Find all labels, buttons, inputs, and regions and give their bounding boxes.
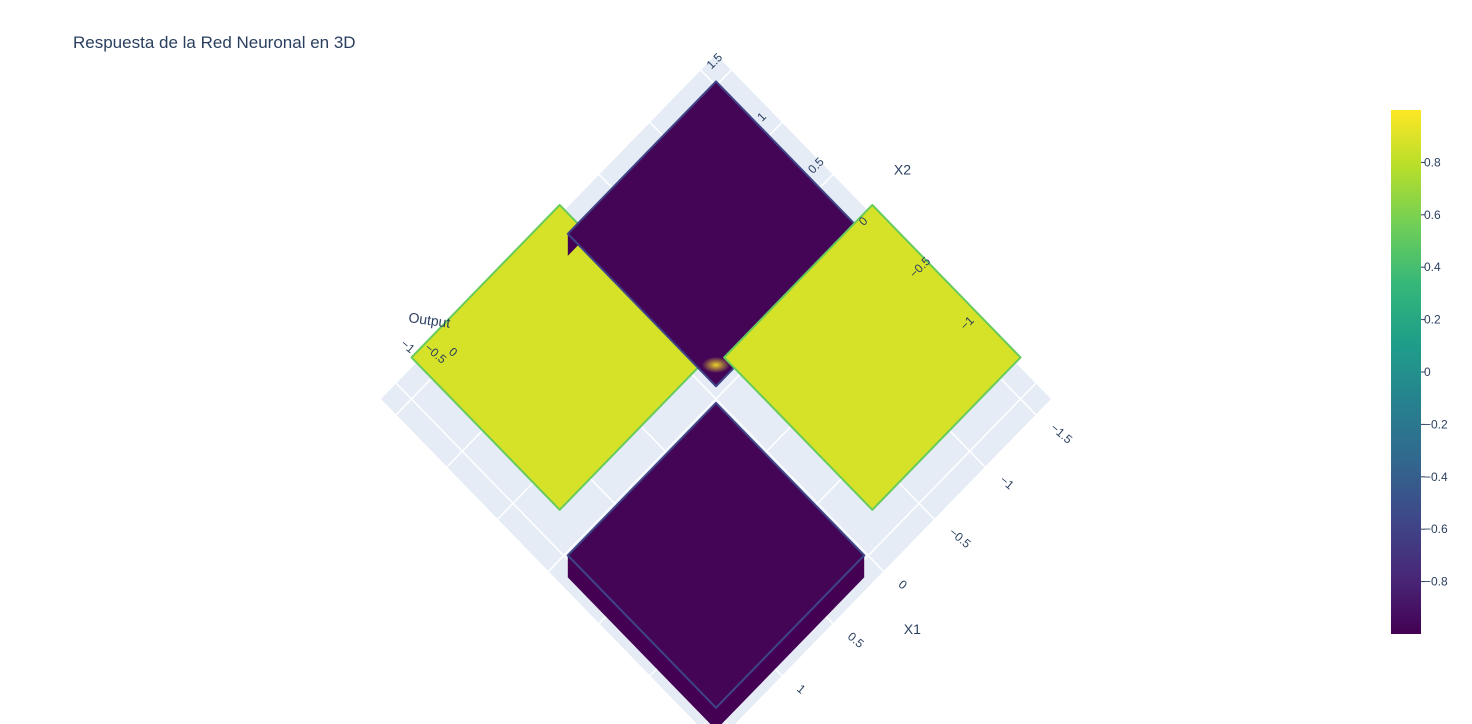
colorbar-ticks: 0.8 0.6 0.4 0.2 0 −0.2 −0.4 −0.6 −0.8: [1421, 155, 1448, 589]
colorbar-tick-label: −0.8: [1424, 575, 1448, 589]
colorbar-gradient: [1391, 110, 1421, 634]
colorbar-tick-label: 0.2: [1424, 313, 1441, 327]
surface-quadrant-x1-pos-x2-neg: [566, 401, 866, 709]
x2-axis-label: X2: [894, 162, 911, 178]
x1-tick-label: −1: [997, 473, 1017, 493]
surface-side-wall: [716, 555, 865, 724]
surface-plot: [410, 80, 1022, 724]
x1-tick-label: 0: [896, 577, 910, 592]
x1-axis-label: X1: [904, 621, 921, 637]
colorbar-tick-label: 0: [1424, 365, 1431, 379]
chart-title: Respuesta de la Red Neuronal en 3D: [73, 33, 356, 52]
colorbar-tick-label: 0.4: [1424, 260, 1441, 274]
output-axis-label: Output: [408, 309, 452, 331]
floor-plane: [381, 54, 1051, 724]
x1-tick-label: −1.5: [1048, 421, 1075, 447]
colorbar-tick-label: 0.8: [1424, 155, 1441, 169]
colorbar-tick-label: 0.6: [1424, 208, 1441, 222]
surface-center-glow: [702, 357, 730, 373]
colorbar-tick-label: −0.6: [1424, 522, 1448, 536]
colorbar: 0.8 0.6 0.4 0.2 0 −0.2 −0.4 −0.6 −0.8: [1391, 110, 1448, 634]
x1-tick-label: 1: [794, 682, 808, 697]
surface-quadrant-x1-neg-x2-neg: [723, 203, 1022, 511]
x1-tick-label: −0.5: [946, 525, 973, 551]
colorbar-tick-label: −0.4: [1424, 470, 1448, 484]
surface-side-wall: [567, 555, 716, 724]
colorbar-tick-label: −0.2: [1424, 417, 1448, 431]
x1-tick-label: 0.5: [845, 629, 867, 651]
